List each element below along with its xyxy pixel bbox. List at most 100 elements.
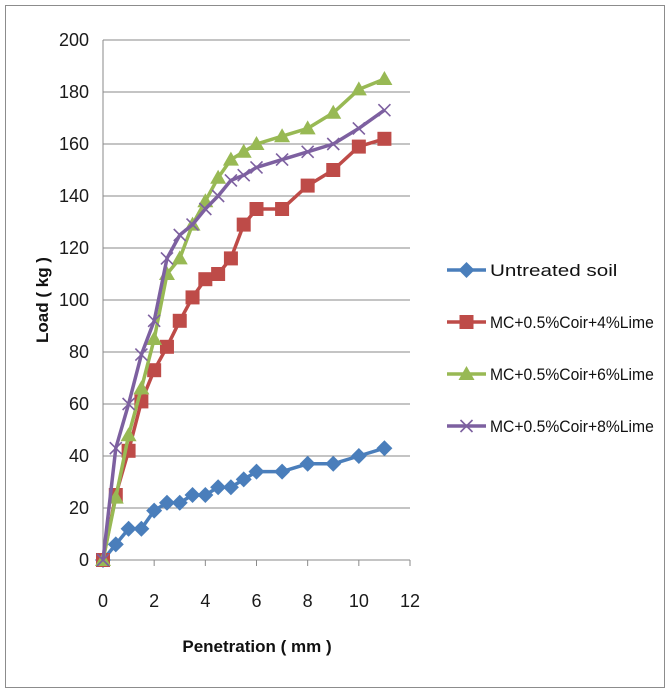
x-tick-label: 10: [349, 591, 369, 611]
x-tick-label: 4: [200, 591, 210, 611]
series-1: [95, 440, 393, 568]
legend-label: MC+0.5%Coir+4%Lime: [490, 313, 654, 332]
data-point: [274, 463, 291, 480]
data-point: [211, 267, 226, 281]
data-point: [249, 160, 264, 174]
data-point-stroke: [249, 160, 264, 174]
data-point: [299, 455, 316, 472]
data-point: [185, 290, 200, 305]
legend-entry-4: MC+0.5%Coir+8%Lime: [447, 417, 654, 436]
x-tick-label: 12: [400, 591, 420, 611]
data-point: [147, 314, 161, 328]
data-point-stroke: [326, 137, 340, 151]
data-point: [171, 250, 188, 265]
data-point: [147, 363, 162, 378]
data-point: [326, 163, 341, 177]
data-point: [300, 178, 315, 193]
y-tick-label: 60: [69, 394, 89, 414]
data-point: [158, 494, 175, 511]
data-point: [458, 366, 475, 380]
x-tick-label: 6: [251, 591, 261, 611]
y-tick-label: 80: [69, 342, 89, 362]
data-point-stroke: [109, 441, 123, 455]
data-point: [171, 494, 188, 511]
data-point: [198, 272, 213, 287]
y-tick-label: 160: [59, 134, 89, 154]
legend-label: Untreated soil: [490, 261, 617, 280]
data-point: [122, 397, 136, 411]
data-point: [107, 536, 124, 553]
y-tick-label: 120: [59, 238, 89, 258]
series-line: [101, 108, 386, 561]
gridlines: [103, 39, 410, 509]
x-tick-label: 8: [303, 591, 313, 611]
y-tick-label: 40: [69, 446, 89, 466]
data-point: [134, 348, 148, 362]
data-point: [223, 251, 238, 266]
data-point: [185, 218, 200, 232]
data-point: [222, 151, 239, 166]
data-point: [133, 520, 150, 537]
y-tick-labels: 0 20 40 60 80 100 120 140 160 180 200: [59, 30, 89, 570]
data-point: [458, 262, 475, 278]
data-point: [351, 139, 366, 154]
legend-entry-1: Untreated soil: [447, 261, 617, 280]
data-point: [197, 487, 214, 503]
data-point: [350, 448, 367, 464]
data-point: [172, 313, 187, 328]
data-point: [184, 487, 201, 503]
data-point: [120, 520, 137, 537]
y-tick-label: 0: [79, 550, 89, 570]
data-point: [159, 339, 174, 354]
data-point-stroke: [301, 145, 315, 159]
data-point: [325, 104, 342, 119]
data-point-stroke: [352, 121, 366, 135]
data-point-stroke: [122, 397, 136, 411]
data-point-stroke: [237, 168, 251, 182]
data-point: [160, 251, 174, 265]
legend-label: MC+0.5%Coir+8%Lime: [490, 417, 654, 436]
y-tick-label: 180: [59, 82, 89, 102]
data-point: [146, 331, 163, 345]
y-tick-label: 100: [59, 290, 89, 310]
data-point-stroke: [185, 218, 200, 232]
y-tick-label: 200: [59, 30, 89, 50]
data-point-stroke: [173, 228, 187, 242]
data-point: [120, 427, 137, 442]
data-point: [275, 202, 290, 216]
chart-frame: [5, 5, 665, 688]
data-point: [210, 479, 227, 496]
series-4: [96, 103, 391, 567]
data-point: [211, 189, 225, 203]
data-point-stroke: [211, 189, 225, 203]
data-point: [376, 440, 393, 457]
data-point: [459, 315, 474, 329]
data-point-stroke: [147, 314, 161, 328]
data-point: [377, 103, 391, 117]
data-point: [325, 455, 342, 472]
data-point: [275, 153, 289, 167]
series-3: [95, 71, 393, 566]
legend-label: MC+0.5%Coir+6%Lime: [490, 365, 654, 384]
data-point-stroke: [377, 103, 391, 117]
series-line: [101, 446, 385, 562]
series-line: [101, 77, 386, 561]
data-point: [377, 131, 392, 146]
data-point: [350, 81, 367, 96]
data-point: [235, 143, 252, 158]
data-point: [326, 137, 340, 151]
x-tick-label: 2: [149, 591, 159, 611]
data-point: [173, 228, 187, 242]
data-point: [236, 217, 251, 232]
series-2: [96, 131, 392, 567]
data-point-stroke: [96, 553, 110, 567]
data-point-stroke: [134, 348, 148, 362]
data-point-stroke: [160, 251, 174, 265]
data-point: [249, 202, 264, 216]
data-point: [376, 71, 393, 85]
data-point: [224, 173, 238, 187]
data-point-stroke: [459, 419, 474, 433]
data-point: [222, 479, 239, 496]
series-group: [95, 71, 393, 568]
data-point: [235, 471, 252, 488]
